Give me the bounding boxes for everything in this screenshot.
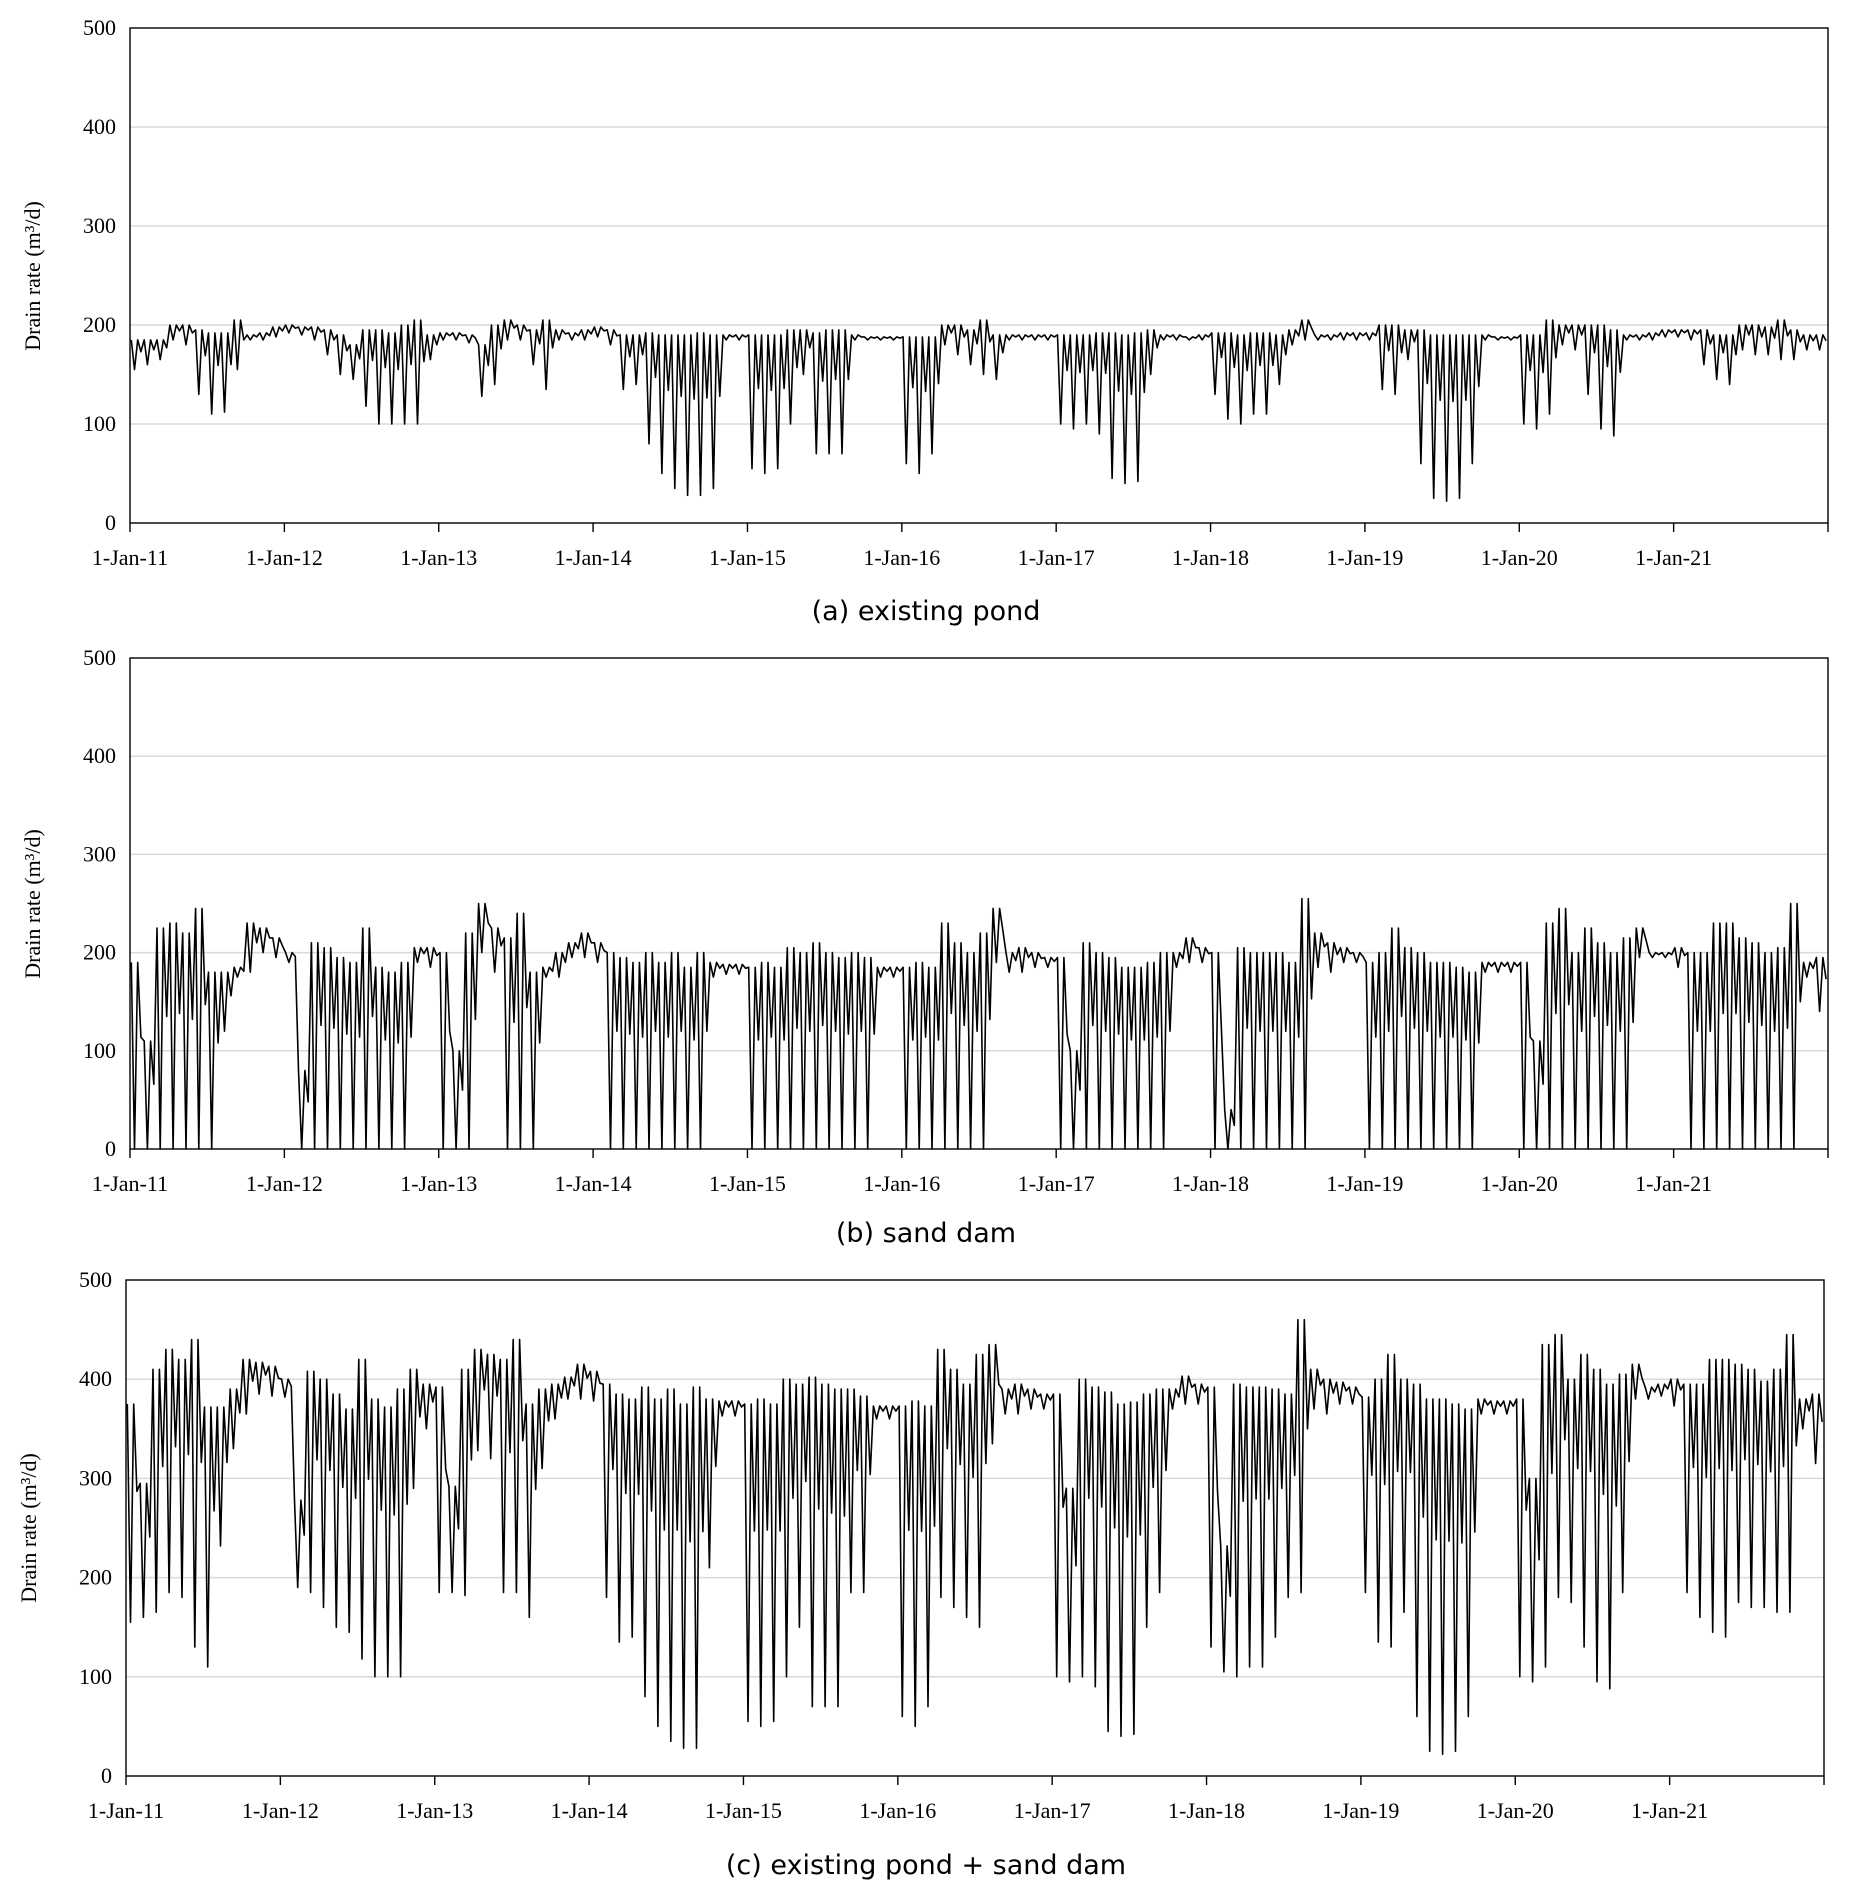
y-tick-label: 500 (83, 645, 116, 670)
y-tick-label: 200 (83, 312, 116, 337)
x-tick-label: 1-Jan-15 (705, 1798, 782, 1823)
y-axis-label: Drain rate (m³/d) (16, 1453, 41, 1603)
y-tick-label: 300 (79, 1465, 112, 1490)
chart-caption: (c) existing pond + sand dam (726, 1850, 1126, 1881)
chart-b: (b) sand dam Drain rate (m³/d) 0 100 200 30… (20, 645, 1829, 1249)
x-tick-label: 1-Jan-11 (92, 545, 168, 570)
chart-caption: (a) existing pond (812, 596, 1041, 627)
x-tick-label: 1-Jan-15 (709, 1171, 786, 1196)
x-tick-label: 1-Jan-19 (1326, 545, 1403, 570)
chart-a: (a) existing pond Drain rate (m³/d) 0 100… (20, 15, 1829, 627)
y-axis-label: Drain rate (m³/d) (20, 201, 45, 351)
y-tick-label: 500 (79, 1267, 112, 1292)
y-tick-label: 200 (79, 1565, 112, 1590)
x-tick-label: 1-Jan-14 (551, 1798, 628, 1823)
y-tick-label: 100 (83, 1038, 116, 1063)
y-axis-label: Drain rate (m³/d) (20, 829, 45, 979)
y-tick-label: 0 (105, 510, 116, 535)
series-line (126, 1318, 1823, 1755)
y-tick-label: 0 (101, 1763, 112, 1788)
y-tick-label: 400 (83, 114, 116, 139)
x-tick-label: 1-Jan-13 (396, 1798, 473, 1823)
x-tick-label: 1-Jan-17 (1018, 545, 1095, 570)
x-tick-label: 1-Jan-12 (246, 1171, 323, 1196)
x-tick-label: 1-Jan-11 (88, 1798, 164, 1823)
y-tick-label: 300 (83, 213, 116, 238)
x-tick-label: 1-Jan-16 (859, 1798, 936, 1823)
y-tick-label: 0 (105, 1136, 116, 1161)
plot-frame (125, 1279, 1825, 1777)
chart-caption: (b) sand dam (836, 1218, 1016, 1249)
x-tick-label: 1-Jan-18 (1168, 1798, 1245, 1823)
x-tick-label: 1-Jan-12 (242, 1798, 319, 1823)
x-tick-label: 1-Jan-15 (709, 545, 786, 570)
chart-c: (c) existing pond + sand dam Drain rate … (16, 1267, 1825, 1881)
x-tick-label: 1-Jan-16 (863, 545, 940, 570)
y-tick-label: 200 (83, 940, 116, 965)
x-tick-label: 1-Jan-20 (1477, 1798, 1554, 1823)
x-tick-label: 1-Jan-14 (555, 1171, 632, 1196)
x-tick-label: 1-Jan-11 (92, 1171, 168, 1196)
x-tick-label: 1-Jan-13 (400, 545, 477, 570)
y-tick-label: 100 (79, 1664, 112, 1689)
y-tick-label: 500 (83, 15, 116, 40)
series-line (130, 897, 1827, 1150)
x-tick-label: 1-Jan-17 (1018, 1171, 1095, 1196)
x-tick-label: 1-Jan-13 (400, 1171, 477, 1196)
x-tick-label: 1-Jan-18 (1172, 545, 1249, 570)
plot-frame (129, 27, 1829, 524)
x-tick-label: 1-Jan-20 (1481, 1171, 1558, 1196)
x-tick-label: 1-Jan-16 (863, 1171, 940, 1196)
x-tick-label: 1-Jan-20 (1481, 545, 1558, 570)
x-tick-label: 1-Jan-21 (1635, 1171, 1712, 1196)
x-tick-label: 1-Jan-12 (246, 545, 323, 570)
y-tick-label: 300 (83, 841, 116, 866)
x-tick-label: 1-Jan-19 (1326, 1171, 1403, 1196)
x-tick-label: 1-Jan-19 (1322, 1798, 1399, 1823)
series-line (130, 319, 1827, 502)
x-tick-label: 1-Jan-14 (555, 545, 632, 570)
x-tick-label: 1-Jan-21 (1631, 1798, 1708, 1823)
y-tick-label: 400 (83, 743, 116, 768)
y-tick-label: 100 (83, 411, 116, 436)
plot-frame (129, 657, 1829, 1150)
x-tick-label: 1-Jan-21 (1635, 545, 1712, 570)
x-tick-label: 1-Jan-18 (1172, 1171, 1249, 1196)
x-tick-label: 1-Jan-17 (1014, 1798, 1091, 1823)
y-tick-label: 400 (79, 1366, 112, 1391)
